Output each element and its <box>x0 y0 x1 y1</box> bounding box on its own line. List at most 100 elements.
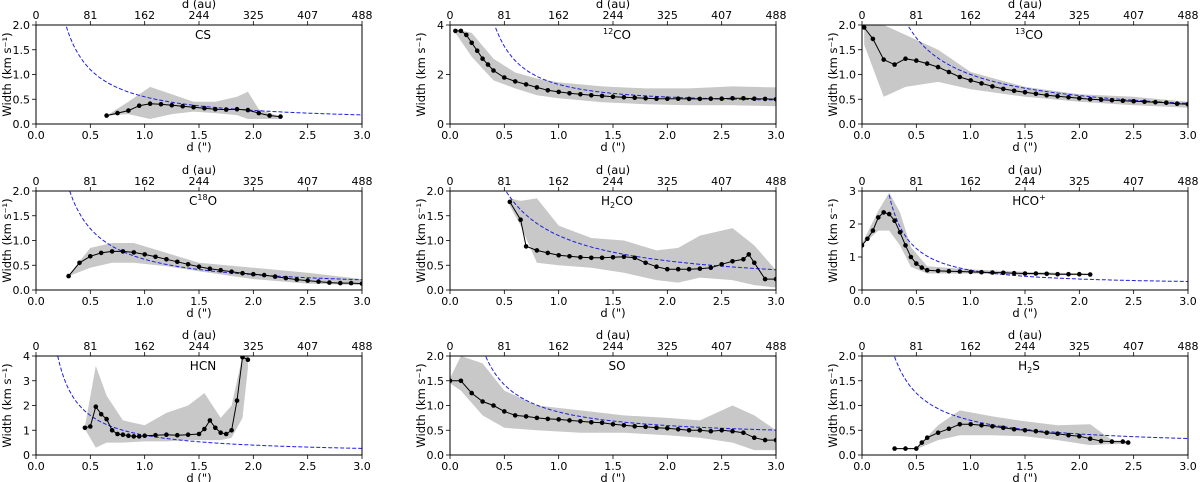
data-point <box>1011 427 1017 432</box>
data-point <box>1055 431 1060 437</box>
data-point <box>147 101 153 106</box>
data-point <box>935 430 941 436</box>
data-point <box>518 217 523 222</box>
title-after: CO <box>615 194 633 208</box>
data-point <box>175 432 180 438</box>
data-point <box>1055 94 1060 99</box>
data-point <box>979 81 984 86</box>
data-point <box>1077 271 1082 277</box>
data-point <box>741 96 746 101</box>
title-sup: 13 <box>1015 27 1025 36</box>
top-axis-label: d (au) <box>596 328 630 342</box>
panel-title: H2S <box>1018 359 1040 375</box>
x-tick-label: 2.5 <box>299 295 317 308</box>
top-tick-label: 244 <box>1015 9 1036 22</box>
plot-area <box>506 191 776 288</box>
data-point <box>924 435 930 441</box>
title-main: H <box>601 194 610 208</box>
y-axis-label: Width (km s⁻¹) <box>826 198 840 282</box>
panel-1: 0.0 0.5 1.0 1.5 2.0 2.5 3.0 0 81 162 244 325 407 488 0… <box>0 0 373 154</box>
data-point <box>196 431 202 437</box>
data-point <box>338 280 343 286</box>
x-tick-label: 0.0 <box>853 129 871 142</box>
x-tick-label: 2.0 <box>1071 295 1089 308</box>
x-tick-label: 0.0 <box>853 295 871 308</box>
data-point <box>719 96 724 101</box>
data-point <box>862 25 867 30</box>
data-point <box>990 424 995 429</box>
y-tick-label: 0.5 <box>13 259 31 272</box>
data-point <box>1033 428 1039 434</box>
data-point <box>862 243 865 248</box>
top-tick-label: 325 <box>1069 340 1090 353</box>
data-point <box>305 278 311 283</box>
data-point <box>903 243 908 248</box>
top-tick-label: 162 <box>960 340 981 353</box>
data-point <box>480 399 485 404</box>
title-main: H <box>1018 359 1027 373</box>
data-point <box>935 268 941 274</box>
data-point <box>752 260 757 266</box>
data-point <box>469 40 475 46</box>
data-point <box>924 267 930 273</box>
data-point <box>77 260 82 266</box>
data-point <box>469 390 475 396</box>
data-point <box>1066 432 1071 438</box>
top-tick-label: 0 <box>859 175 866 188</box>
data-point <box>935 64 941 70</box>
data-point <box>686 428 692 433</box>
x-tick-label: 1.5 <box>1016 295 1034 308</box>
data-point <box>599 93 605 99</box>
data-point <box>697 266 703 272</box>
top-tick-label: 488 <box>352 175 373 188</box>
data-point <box>1077 96 1082 101</box>
top-tick-label: 81 <box>83 9 97 22</box>
x-tick-label: 0.5 <box>908 295 926 308</box>
top-tick-label: 488 <box>352 9 373 22</box>
model-curve <box>888 194 1188 282</box>
y-axis-label: Width (km s⁻¹) <box>414 32 428 116</box>
data-point <box>762 437 768 443</box>
data-point <box>752 96 757 101</box>
y-tick-label: 2.0 <box>427 185 445 198</box>
data-point <box>621 423 627 428</box>
data-point <box>240 356 245 360</box>
y-tick-label: 1 <box>849 251 856 264</box>
x-tick-label: 1.5 <box>190 460 208 473</box>
data-point <box>643 96 648 101</box>
data-point <box>1001 425 1006 431</box>
top-tick-label: 0 <box>447 340 454 353</box>
x-tick-label: 3.0 <box>353 460 371 473</box>
x-axis-label: d (") <box>1012 306 1037 320</box>
data-point <box>272 274 278 279</box>
y-tick-label: 2 <box>849 218 856 231</box>
model-curve <box>65 26 362 116</box>
panel-title: C18O <box>189 193 217 208</box>
data-point <box>1022 90 1028 95</box>
y-tick-label: 0.5 <box>13 93 31 106</box>
data-point <box>610 94 616 99</box>
data-point <box>675 96 681 101</box>
x-tick-label: 2.5 <box>713 295 731 308</box>
data-point <box>316 279 321 284</box>
data-point <box>131 250 137 255</box>
data-point <box>1174 101 1180 106</box>
x-tick-label: 0.5 <box>908 460 926 473</box>
data-point <box>474 48 480 53</box>
data-point <box>946 268 952 274</box>
x-tick-label: 2.5 <box>713 460 731 473</box>
x-tick-label: 2.0 <box>1071 129 1089 142</box>
plot-area <box>862 25 1188 108</box>
data-point <box>621 95 627 100</box>
data-point <box>741 430 746 436</box>
data-point <box>512 79 518 84</box>
data-point <box>251 271 256 277</box>
top-tick-label: 325 <box>657 340 678 353</box>
data-point <box>990 270 995 275</box>
y-axis-label: Width (km s⁻¹) <box>414 363 428 447</box>
top-tick-label: 162 <box>960 9 981 22</box>
data-point <box>218 430 223 436</box>
top-tick-label: 244 <box>189 9 210 22</box>
model-curve <box>57 356 362 449</box>
y-tick-label: 1 <box>23 424 30 437</box>
